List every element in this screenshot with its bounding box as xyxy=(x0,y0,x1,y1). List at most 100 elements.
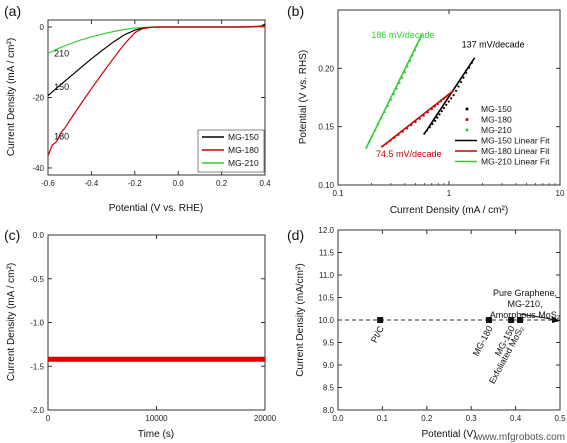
panel-label: (b) xyxy=(287,3,304,19)
x-tick-label: 0.3 xyxy=(466,414,478,423)
x-tick-label: 0.4 xyxy=(259,179,271,188)
data-point-mg-180 xyxy=(439,100,442,103)
plot-frame xyxy=(47,234,266,411)
x-tick-label: -0.4 xyxy=(85,179,99,188)
panel-2-axes: 0 10000 20000 0.0 -0.5 -1.0 -1.5 -2.0 (c) Time (s… xyxy=(4,227,277,440)
arrow-annotation: Pure Graphene, xyxy=(493,288,557,298)
legend-entry: MG-210 Linear Fit xyxy=(481,157,550,167)
data-point-mg-150 xyxy=(467,66,471,69)
data-point-mg-150 xyxy=(462,76,465,79)
arrow-annotation: MG-210, xyxy=(507,299,542,309)
data-point-mg-150 xyxy=(459,80,463,84)
x-tick-label: 0.1 xyxy=(377,414,389,423)
data-point-mg-180 xyxy=(436,102,439,106)
panel-0-axes: -0.6 -0.4 -0.2 0.0 0.2 0.4 0 -20 -40 (a) Potential… xyxy=(4,3,271,214)
data-point-mg-210 xyxy=(374,129,377,132)
data-point-mg-210 xyxy=(413,49,417,52)
x-tick-label: 10 xyxy=(556,189,565,198)
data-point-mg-210 xyxy=(398,82,401,85)
legend-entry: MG-210 xyxy=(228,158,259,168)
data-point-mg-150 xyxy=(434,119,437,122)
data-point-mg-210 xyxy=(377,123,380,126)
data-point-mg-180 xyxy=(450,91,453,94)
curve-annotation: 210 xyxy=(54,48,69,58)
curve-annotation: 150 xyxy=(54,82,69,92)
data-point-mg-210 xyxy=(389,98,393,101)
x-tick-label: 20000 xyxy=(254,414,277,423)
arrowhead xyxy=(552,316,560,323)
panel-3-axes: 0.0 0.1 0.2 0.3 0.4 0.5 8.0 8.5 9.0 9.5 10.0 10.5 11… xyxy=(287,226,566,440)
data-point-mg-150 xyxy=(428,126,431,129)
fit-line-mg-210 xyxy=(365,34,423,149)
panel-label: (a) xyxy=(4,3,21,19)
panel-label: (c) xyxy=(4,227,20,243)
data-point-mg-210 xyxy=(392,93,395,96)
data-point-mg-150 xyxy=(447,100,450,103)
data-point xyxy=(508,317,515,323)
series-line-mg-180 xyxy=(48,25,265,156)
y-tick-label: 10.5 xyxy=(318,294,334,303)
data-point-mg-150 xyxy=(438,113,441,116)
data-point xyxy=(377,317,384,323)
x-tick-label: 1 xyxy=(447,189,452,198)
legend-entry: MG-180 xyxy=(228,145,259,155)
watermark: www.mfgrobots.com xyxy=(474,432,565,443)
y-tick-label: 0.0 xyxy=(33,231,45,240)
y-tick-label: -20 xyxy=(32,94,44,103)
data-point-mg-180 xyxy=(401,130,404,133)
legend-entry: MG-150 Linear Fit xyxy=(481,136,550,146)
legend-entry: MG-210 xyxy=(481,125,512,135)
data-point-mg-180 xyxy=(418,117,421,120)
x-tick-label: 0 xyxy=(46,414,51,423)
y-tick-label: 0 xyxy=(40,23,45,32)
data-point-mg-150 xyxy=(431,122,434,126)
y-axis-label: Potential (V vs. RHS) xyxy=(298,50,309,144)
slope-annotation: 137 mV/decade xyxy=(462,39,525,49)
data-point-mg-150 xyxy=(423,132,426,135)
series-line-mg-210 xyxy=(48,26,265,55)
x-tick-label: 0.1 xyxy=(332,189,344,198)
data-point-mg-150 xyxy=(436,116,439,119)
data-point-mg-150 xyxy=(450,97,453,100)
y-tick-label: 10.0 xyxy=(318,316,334,325)
data-point xyxy=(485,317,492,323)
x-tick-label: 0.0 xyxy=(332,414,344,423)
x-tick-label: 0.2 xyxy=(216,179,228,188)
data-point-mg-150 xyxy=(425,129,429,132)
y-tick-label: -0.5 xyxy=(30,275,44,284)
data-point-mg-180 xyxy=(414,120,417,124)
legend-marker xyxy=(465,118,469,121)
y-tick-label: 8.0 xyxy=(323,406,335,415)
x-tick-label: -0.2 xyxy=(128,179,142,188)
y-tick-label: 9.5 xyxy=(323,339,335,348)
x-axis-label: Current Density (mA / cm²) xyxy=(390,205,508,216)
data-point-mg-210 xyxy=(416,43,419,47)
x-tick-label: 10000 xyxy=(145,414,168,423)
series-line-mg-150 xyxy=(48,23,265,97)
y-axis-label: Current Density (mA / cm²) xyxy=(6,263,17,381)
y-tick-label: -2.0 xyxy=(30,406,44,415)
legend-entry: MG-180 Linear Fit xyxy=(481,146,550,156)
data-point-mg-210 xyxy=(418,38,421,41)
data-point-mg-210 xyxy=(380,117,383,120)
y-tick-label: 0.10 xyxy=(318,181,334,190)
data-point-mg-180 xyxy=(405,127,409,130)
annotation-arrow xyxy=(519,313,559,321)
panel-1-axes: 0.1 1 10 0.10 0.15 0.20 (b) Current Density (mA… xyxy=(287,3,565,216)
data-point-mg-150 xyxy=(452,94,455,97)
point-label: Pt/C xyxy=(369,324,386,345)
data-point-mg-150 xyxy=(440,110,443,113)
data-point-mg-210 xyxy=(403,71,407,74)
data-point-mg-180 xyxy=(430,108,433,111)
x-axis-label: Time (s) xyxy=(138,429,174,440)
x-tick-label: 0.4 xyxy=(510,414,522,423)
x-tick-label: 0.0 xyxy=(173,179,185,188)
legend-marker xyxy=(465,128,469,132)
data-point-mg-210 xyxy=(368,140,371,143)
legend: MG-150 MG-180 MG-210 xyxy=(197,129,265,173)
point-label: MG-180 xyxy=(471,324,495,357)
legend-entry: MG-180 xyxy=(481,115,512,125)
y-tick-label: 11.5 xyxy=(319,249,335,258)
